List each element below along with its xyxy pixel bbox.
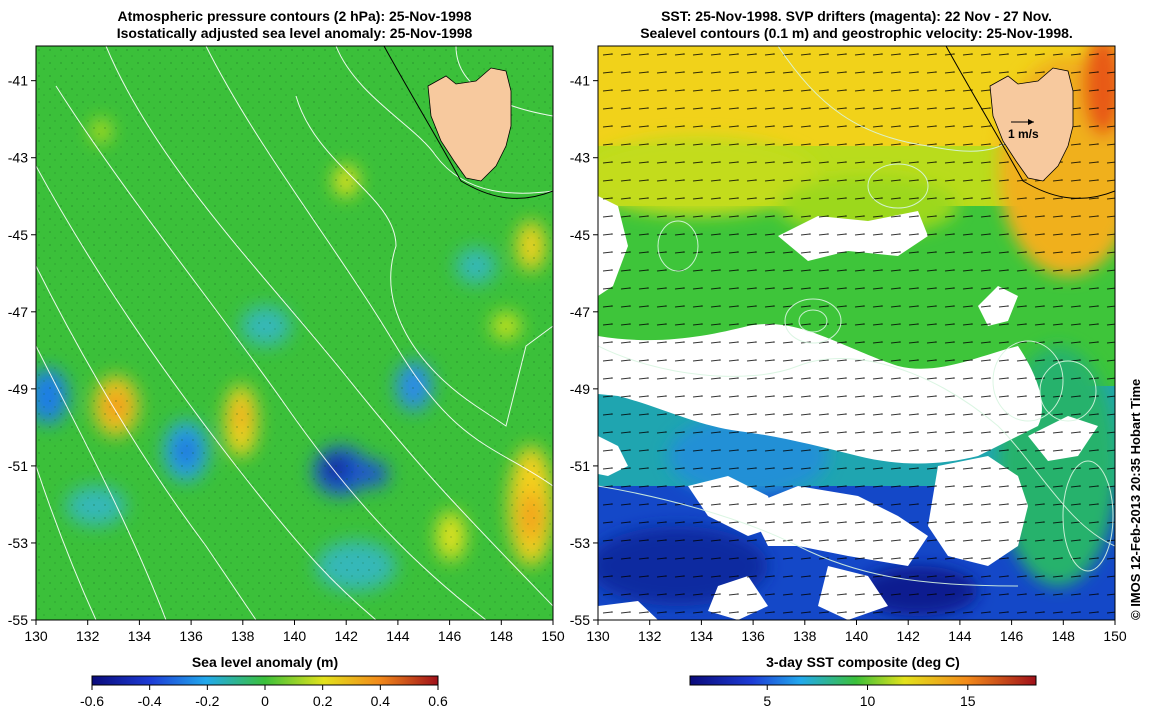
right-y-tick-label: -49 xyxy=(570,381,590,397)
left-title-line2: Isostatically adjusted sea level anomaly… xyxy=(116,25,473,41)
right-title: SST: 25-Nov-1998. SVP drifters (magenta)… xyxy=(598,8,1115,42)
left-x-tick-label: 146 xyxy=(438,628,462,644)
left-colorbar-title: Sea level anomaly (m) xyxy=(191,654,339,670)
left-colorbar-tick-label: -0.6 xyxy=(80,693,104,709)
left-colorbar-tick-label: 0.2 xyxy=(313,693,333,709)
left-x-tick-label: 138 xyxy=(231,628,255,644)
left-y-tick-label: -47 xyxy=(8,304,28,320)
left-x-tick-label: 148 xyxy=(490,628,514,644)
right-x-tick-label: 130 xyxy=(586,628,610,644)
left-x-tick-label: 132 xyxy=(76,628,100,644)
left-frame xyxy=(35,45,554,621)
left-colorbar-tick-label: 0 xyxy=(261,693,269,709)
right-x-tick-label: 148 xyxy=(1052,628,1076,644)
right-colorbar: 5 10 15 xyxy=(689,675,1037,710)
left-y-tick-label: -41 xyxy=(8,73,28,89)
right-x-tick-label: 144 xyxy=(948,628,972,644)
left-x-tick-label: 134 xyxy=(128,628,152,644)
right-x-tick-label: 134 xyxy=(690,628,714,644)
left-y-tick-label: -53 xyxy=(8,535,28,551)
left-y-tick-label: -49 xyxy=(8,381,28,397)
sea-level-anomaly-map xyxy=(36,46,553,620)
left-x-tick-label: 140 xyxy=(283,628,307,644)
left-colorbar: -0.6 -0.4 -0.2 0 0.2 0.4 0.6 xyxy=(80,675,448,710)
right-x-tick-label: 132 xyxy=(638,628,662,644)
velocity-scale: 1 m/s xyxy=(1008,119,1039,141)
right-y-tick-label: -51 xyxy=(570,458,590,474)
right-x-tick-label: 140 xyxy=(845,628,869,644)
right-colorbar-title: 3-day SST composite (deg C) xyxy=(766,654,960,670)
right-frame xyxy=(597,45,1116,621)
right-x-tick-label: 146 xyxy=(1000,628,1024,644)
left-title: Atmospheric pressure contours (2 hPa): 2… xyxy=(36,8,553,42)
right-title-line1: SST: 25-Nov-1998. SVP drifters (magenta)… xyxy=(661,8,1052,24)
right-y-tick-label: -47 xyxy=(570,304,590,320)
copyright-text: © IMOS 12-Feb-2013 20:35 Hobart Time xyxy=(1128,378,1143,620)
right-y-tick-label: -43 xyxy=(570,150,590,166)
right-title-line2: Sealevel contours (0.1 m) and geostrophi… xyxy=(640,25,1073,41)
velocity-scale-label: 1 m/s xyxy=(1008,127,1039,141)
left-title-line1: Atmospheric pressure contours (2 hPa): 2… xyxy=(117,8,472,24)
left-x-tick-label: 130 xyxy=(24,628,48,644)
left-x-tick-label: 136 xyxy=(179,628,203,644)
left-axes: 130 132 134 136 138 140 142 144 146 148 150 -41 -43 -… xyxy=(0,0,575,655)
right-x-tick-label: 136 xyxy=(741,628,765,644)
left-colorbar-tick-label: 0.6 xyxy=(428,693,448,709)
right-x-tick-label: 138 xyxy=(793,628,817,644)
left-colorbar-tick-label: 0.4 xyxy=(371,693,391,709)
left-colorbar-tick-label: -0.4 xyxy=(138,693,162,709)
left-y-tick-label: -43 xyxy=(8,150,28,166)
right-colorbar-tick-label: 15 xyxy=(960,693,976,709)
right-axes: 130 132 134 136 138 140 142 144 146 148 150 -41 -43 -… xyxy=(562,0,1137,655)
sst-map: 1 m/s xyxy=(598,46,1115,620)
right-y-tick-label: -41 xyxy=(570,73,590,89)
right-colorbar-tick-label: 5 xyxy=(763,693,771,709)
left-y-tick-label: -51 xyxy=(8,458,28,474)
left-y-tick-label: -45 xyxy=(8,227,28,243)
left-y-tick-label: -55 xyxy=(8,612,28,628)
left-colorbar-tick-label: -0.2 xyxy=(195,693,219,709)
left-x-tick-label: 150 xyxy=(541,628,565,644)
left-x-tick-label: 142 xyxy=(335,628,359,644)
right-x-tick-label: 142 xyxy=(897,628,921,644)
left-x-tick-label: 144 xyxy=(386,628,410,644)
right-y-tick-label: -55 xyxy=(570,612,590,628)
right-y-tick-label: -53 xyxy=(570,535,590,551)
right-x-tick-label: 150 xyxy=(1103,628,1127,644)
right-colorbar-tick-label: 10 xyxy=(860,693,876,709)
right-y-tick-label: -45 xyxy=(570,227,590,243)
